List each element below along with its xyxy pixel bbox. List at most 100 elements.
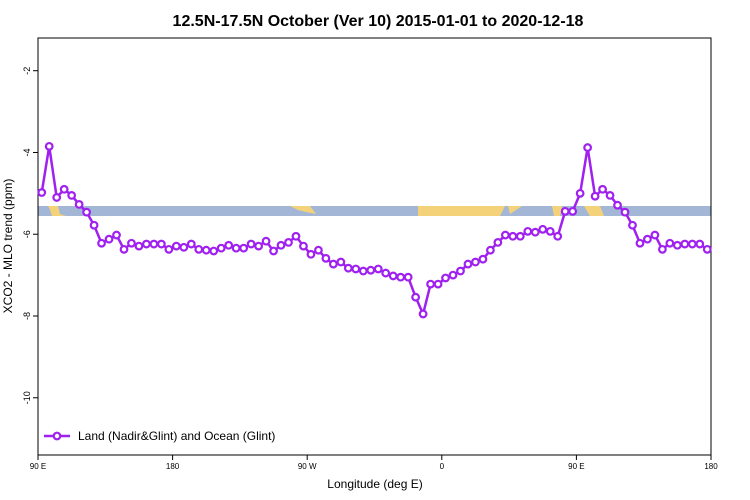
data-point	[179, 242, 189, 252]
data-point	[67, 190, 77, 200]
data-point	[104, 234, 114, 244]
data-point	[613, 200, 622, 210]
data-point	[351, 264, 361, 274]
data-point	[486, 245, 495, 255]
data-point	[74, 199, 84, 209]
x-tick-label: 180	[166, 462, 180, 471]
y-tick-label: -6	[22, 230, 32, 238]
data-point	[680, 239, 690, 249]
x-tick-label: 90 E	[568, 462, 584, 471]
data-point	[665, 238, 675, 248]
data-point	[194, 244, 204, 254]
data-point	[643, 234, 652, 244]
data-point	[515, 231, 525, 241]
data-point	[216, 243, 226, 253]
data-point	[478, 254, 488, 264]
y-axis-label: XCO2 - MLO trend (ppm)	[1, 179, 15, 314]
x-axis-label: Longitude (deg E)	[327, 477, 422, 491]
data-point	[224, 240, 234, 250]
data-point	[284, 238, 293, 247]
data-point	[373, 264, 383, 274]
y-tick-label: -10	[22, 391, 32, 404]
data-point	[366, 265, 376, 275]
x-tick-label: 90 W	[298, 462, 317, 471]
data-point	[418, 309, 428, 319]
data-point	[201, 245, 211, 255]
data-point	[246, 239, 256, 249]
data-point	[448, 270, 458, 280]
data-point	[508, 231, 518, 241]
data-point	[628, 220, 637, 230]
land-patch	[48, 206, 66, 216]
data-point	[97, 238, 106, 248]
data-point	[291, 231, 301, 241]
data-point	[37, 188, 47, 197]
land-patch	[508, 206, 522, 214]
data-point	[530, 227, 540, 237]
data-point	[687, 239, 697, 249]
data-point	[568, 206, 578, 216]
data-point	[261, 236, 271, 246]
data-point	[186, 239, 196, 249]
data-point	[560, 206, 570, 216]
data-point	[463, 259, 473, 269]
data-point	[171, 241, 181, 251]
data-point	[254, 241, 263, 251]
data-point	[590, 191, 600, 201]
data-point	[575, 188, 585, 198]
data-point	[142, 239, 151, 249]
data-point	[381, 268, 391, 278]
data-point	[598, 184, 607, 194]
data-point	[44, 141, 54, 151]
data-point	[336, 257, 346, 267]
x-tick-label: 90 E	[30, 462, 46, 471]
y-tick-label: -4	[22, 148, 32, 156]
x-tick-label: 180	[704, 462, 718, 471]
data-point	[164, 244, 174, 254]
data-point	[411, 292, 421, 302]
data-point	[52, 193, 62, 202]
data-point	[59, 184, 69, 194]
data-point	[89, 220, 99, 230]
data-point	[650, 230, 660, 240]
data-point	[321, 253, 331, 263]
data-point	[343, 263, 353, 273]
data-point	[553, 231, 563, 241]
data-point	[239, 243, 249, 253]
data-point	[209, 246, 219, 256]
surface-mask	[38, 206, 711, 216]
data-point	[82, 207, 92, 217]
data-point	[620, 207, 630, 217]
land-patch	[584, 206, 604, 216]
land-patch	[552, 206, 562, 216]
data-point	[471, 257, 480, 267]
x-tick-label: 0	[440, 462, 445, 471]
legend-marker	[52, 431, 62, 441]
data-point	[299, 241, 308, 251]
data-point	[156, 239, 166, 249]
data-point	[426, 279, 435, 289]
data-point	[314, 245, 323, 255]
data-point	[403, 272, 413, 282]
data-point	[231, 243, 241, 253]
legend-label: Land (Nadir&Glint) and Ocean (Glint)	[78, 429, 275, 443]
data-point	[523, 226, 533, 236]
y-tick-label: -2	[22, 67, 32, 75]
data-point	[276, 240, 286, 250]
data-point	[635, 238, 645, 248]
data-point	[134, 241, 144, 251]
data-point	[441, 273, 450, 283]
data-point	[306, 249, 316, 259]
data-point	[702, 244, 712, 254]
data-point	[149, 239, 159, 249]
data-point	[127, 238, 136, 248]
ocean-band	[38, 206, 711, 216]
data-point	[605, 190, 615, 200]
chart-title: 12.5N-17.5N October (Ver 10) 2015-01-01 …	[173, 13, 584, 30]
data-point	[358, 266, 368, 276]
land-patch	[418, 206, 505, 216]
y-tick-label: -8	[22, 312, 32, 320]
series-line	[40, 146, 708, 318]
data-point	[119, 244, 129, 254]
data-point	[328, 259, 338, 269]
